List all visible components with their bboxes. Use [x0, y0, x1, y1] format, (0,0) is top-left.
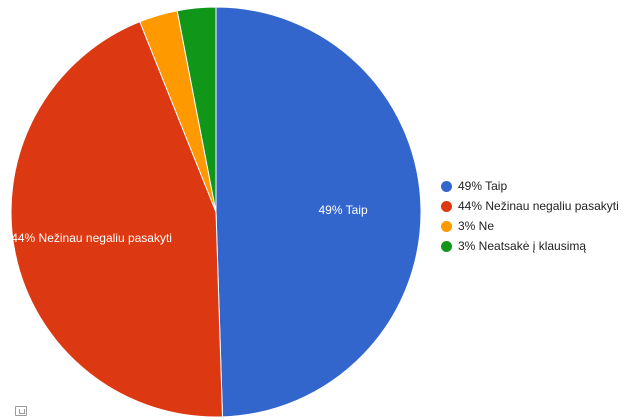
legend-label-ne: 3% Ne: [458, 219, 495, 233]
legend: 49% Taip 44% Nežinau negaliu pasakyti 3%…: [441, 176, 619, 256]
legend-swatch-ne: [441, 220, 452, 232]
legend-item-nezinau[interactable]: 44% Nežinau negaliu pasakyti: [441, 196, 619, 216]
slice-neatsake[interactable]: [176, 6, 217, 213]
slice-taip[interactable]: [215, 6, 422, 418]
legend-item-taip[interactable]: 49% Taip: [441, 176, 619, 196]
legend-label-taip: 49% Taip: [458, 179, 508, 193]
legend-swatch-taip: [441, 180, 452, 192]
slice-taip-label: 49% Taip: [319, 203, 368, 217]
chart-corner-icon: [15, 406, 27, 416]
legend-swatch-nezinau: [441, 200, 452, 212]
legend-label-nezinau: 44% Nežinau negaliu pasakyti: [458, 199, 619, 213]
slice-nezinau[interactable]: [10, 21, 224, 418]
legend-item-ne[interactable]: 3% Ne: [441, 216, 619, 236]
legend-label-neatsake: 3% Neatsakė į klausimą: [458, 239, 587, 253]
legend-swatch-neatsake: [441, 240, 452, 252]
slice-nezinau-label: 44% Nežinau negaliu pasakyti: [11, 231, 172, 245]
legend-item-neatsake[interactable]: 3% Neatsakė į klausimą: [441, 236, 619, 256]
